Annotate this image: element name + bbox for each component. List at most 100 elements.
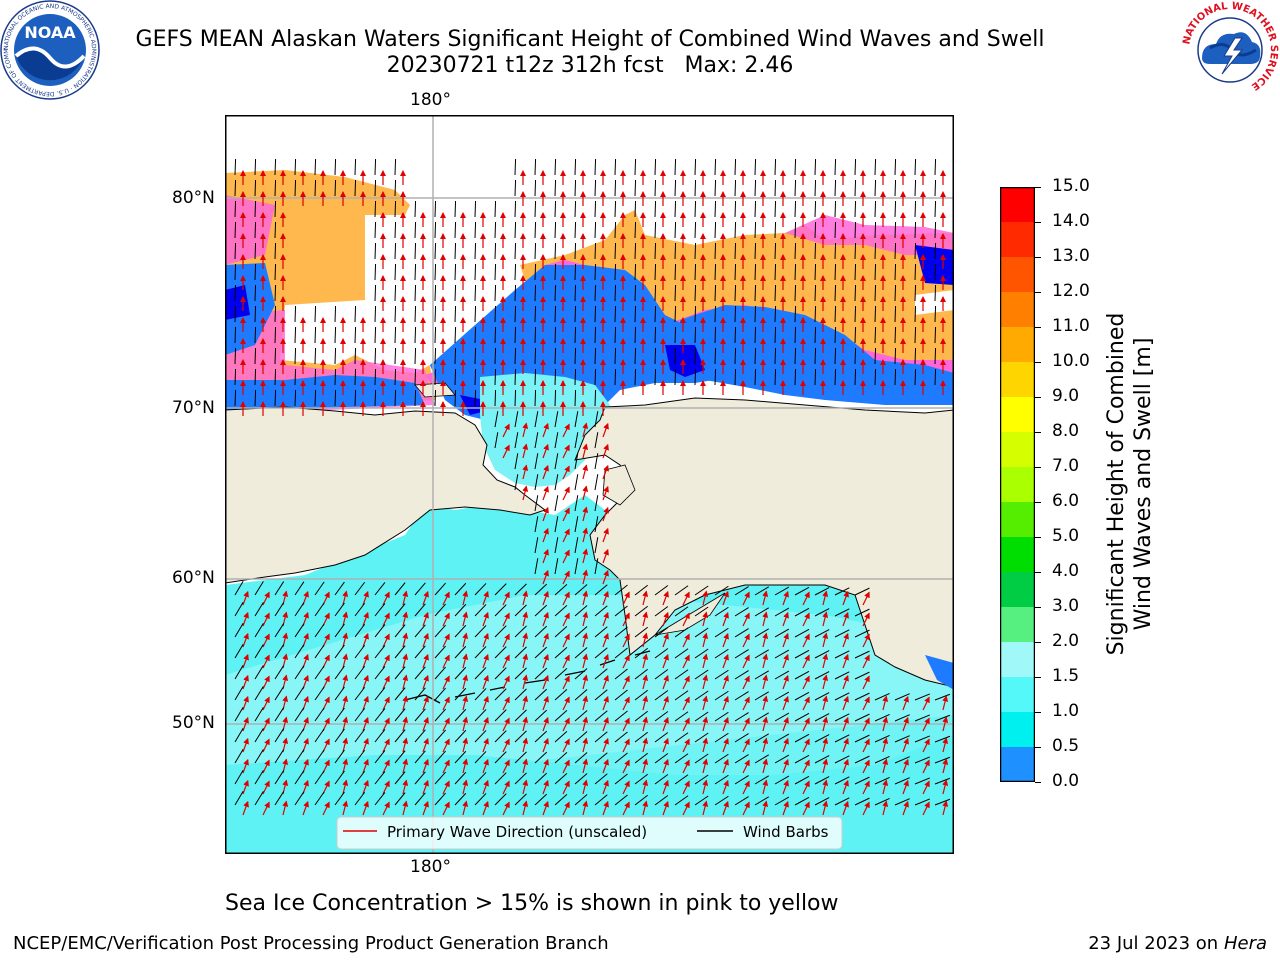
wind-barb — [234, 284, 237, 302]
wave-direction-arrow — [442, 696, 450, 711]
wind-barb — [414, 242, 417, 260]
wave-direction-arrow — [582, 590, 589, 606]
wind-barb — [614, 773, 628, 785]
wave-direction-arrow — [402, 632, 409, 648]
wave-direction-arrow — [362, 611, 369, 627]
lon-label-bottom: 180° — [410, 857, 451, 877]
wind-barb — [574, 537, 579, 554]
wave-direction-arrow — [542, 506, 549, 522]
wind-barb — [614, 368, 617, 386]
wave-direction-arrow — [882, 695, 889, 711]
wind-barb — [654, 305, 657, 323]
wind-barb — [574, 263, 577, 281]
wind-barb — [574, 689, 588, 701]
wind-barb — [754, 242, 757, 260]
wave-direction-arrow — [602, 611, 609, 627]
wave-direction-arrow — [382, 675, 390, 690]
wind-barb — [714, 305, 717, 323]
wave-direction-arrow — [442, 591, 450, 606]
wind-barb — [334, 347, 337, 365]
wind-barb — [674, 627, 689, 638]
wind-barb — [354, 707, 366, 722]
wave-direction-arrow — [582, 506, 589, 522]
wave-direction-arrow — [582, 485, 589, 501]
wind-barb — [574, 221, 577, 239]
wind-barb — [634, 263, 637, 281]
wind-barb — [534, 411, 539, 428]
wind-barb — [414, 603, 426, 617]
wind-barb — [414, 347, 417, 365]
wind-barb — [434, 582, 446, 596]
wind-barb — [614, 794, 628, 806]
wind-barb — [734, 221, 737, 239]
wave-direction-arrow — [942, 800, 949, 816]
wave-direction-arrow — [942, 737, 949, 753]
wave-direction-arrow — [882, 737, 889, 753]
wind-barb — [654, 711, 669, 722]
wave-direction-arrow — [702, 695, 709, 711]
wind-barb — [434, 200, 437, 218]
wind-barb — [574, 474, 579, 491]
wave-direction-arrow — [522, 653, 529, 669]
wave-direction-arrow — [402, 674, 409, 690]
wind-barb — [854, 587, 870, 596]
map-panel: Primary Wave Direction (unscaled) Wind B… — [225, 115, 954, 854]
wind-barb — [494, 604, 507, 617]
wind-barb — [614, 347, 617, 365]
wind-barb — [714, 263, 717, 281]
wind-barb — [414, 326, 417, 344]
chart-title: GEFS MEAN Alaskan Waters Significant Hei… — [135, 27, 1045, 52]
wind-barb — [494, 432, 499, 449]
wind-barb — [794, 628, 810, 638]
wave-direction-arrow — [542, 674, 549, 690]
colorbar-tick-label: 3.0 — [1052, 596, 1080, 616]
wind-barb — [454, 729, 467, 743]
wave-direction-arrow — [402, 758, 409, 774]
wind-barb — [794, 263, 797, 281]
wave-direction-arrow — [622, 717, 630, 732]
wind-barb — [294, 686, 305, 701]
wave-direction-arrow — [862, 780, 870, 795]
wind-barb — [274, 749, 285, 764]
wave-direction-arrow — [402, 779, 409, 795]
wind-barb — [834, 179, 837, 197]
wind-barb — [594, 179, 597, 197]
wind-barb — [454, 603, 467, 617]
wind-barb — [894, 242, 897, 260]
colorbar-tick-mark — [1035, 571, 1041, 573]
wind-barb — [874, 326, 877, 344]
colorbar-tick-mark — [1035, 291, 1041, 293]
wind-barb — [714, 795, 729, 806]
wind-barb — [914, 242, 917, 260]
wind-barb — [714, 200, 717, 218]
wind-barb — [534, 709, 548, 722]
wave-direction-arrow — [402, 611, 409, 627]
wind-barb — [894, 756, 910, 764]
wind-barb — [434, 771, 446, 785]
wave-direction-arrow — [762, 590, 769, 606]
wind-barb — [354, 623, 366, 638]
colorbar-tick-label: 9.0 — [1052, 386, 1080, 406]
colorbar-tick-label: 12.0 — [1052, 281, 1090, 301]
wind-barb — [734, 242, 737, 260]
wind-barb — [254, 284, 257, 302]
wind-barb — [914, 368, 917, 386]
wind-barb — [734, 670, 749, 680]
wave-direction-arrow — [642, 716, 649, 732]
wind-barb — [934, 284, 937, 302]
wind-barb — [534, 179, 537, 197]
wind-barb — [274, 602, 285, 617]
wind-barb — [814, 797, 830, 806]
wind-barb — [234, 601, 244, 617]
wave-direction-arrow — [582, 758, 589, 774]
wind-barb — [674, 669, 689, 680]
wind-barb — [474, 667, 487, 680]
wave-direction-arrow — [502, 759, 510, 774]
wind-barb — [594, 537, 599, 554]
wind-barb — [314, 602, 325, 617]
wind-barb — [374, 624, 386, 638]
wave-direction-arrow — [342, 674, 349, 690]
wind-barb — [694, 368, 697, 386]
wave-direction-arrow — [602, 695, 609, 711]
wave-direction-arrow — [842, 674, 849, 690]
